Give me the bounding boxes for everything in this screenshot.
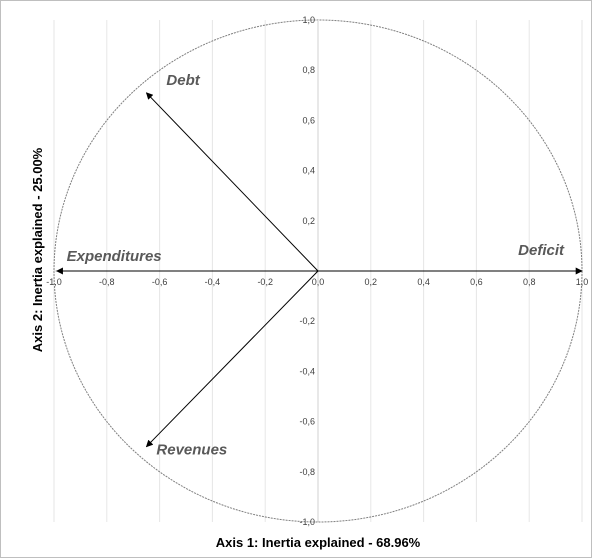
variable-labels: Debt Deficit Expenditures Revenues: [67, 72, 565, 459]
y-tick-label: 0,2: [302, 216, 315, 226]
y-tick-label: -1,0: [299, 517, 315, 527]
x-axis-label: Axis 1: Inertia explained - 68.96%: [216, 535, 421, 550]
x-tick-label: 0,4: [417, 277, 430, 287]
x-tick-label: -1,0: [46, 277, 62, 287]
x-tick-label: 0,6: [470, 277, 483, 287]
vector-label-deficit: Deficit: [518, 242, 565, 259]
y-tick-label: 0,8: [302, 65, 315, 75]
vector-revenues: [145, 270, 319, 448]
y-tick-label: 0,4: [302, 166, 315, 176]
x-tick-label: 0,8: [523, 277, 536, 287]
vector-label-debt: Debt: [166, 72, 200, 89]
y-tick-label: -0,6: [299, 417, 315, 427]
y-tick-label: 1,0: [302, 15, 315, 25]
x-tick-label: -0,6: [152, 277, 168, 287]
tick-labels: -1,0 -0,8 -0,6 -0,4 -0,2 0,0 0,2 0,4 0,6 0,8 1,0 -1…: [46, 15, 588, 527]
y-tick-label: -0,2: [299, 316, 315, 326]
variable-vectors: [55, 92, 583, 448]
vector-label-revenues: Revenues: [156, 442, 227, 459]
x-tick-label: -0,2: [257, 277, 273, 287]
y-tick-label: 0,6: [302, 115, 315, 125]
y-tick-label: -0,8: [299, 467, 315, 477]
x-tick-label: -0,8: [99, 277, 115, 287]
x-tick-label: 1,0: [576, 277, 589, 287]
x-tick-label: 0,0: [312, 277, 325, 287]
vector-debt: [145, 92, 319, 272]
x-tick-label: -0,4: [205, 277, 221, 287]
y-axis-label: Axis 2: Inertia explained - 25.00%: [30, 147, 45, 352]
vector-label-expenditures: Expenditures: [67, 248, 162, 265]
y-tick-label: -0,4: [299, 366, 315, 376]
x-tick-label: 0,2: [365, 277, 378, 287]
